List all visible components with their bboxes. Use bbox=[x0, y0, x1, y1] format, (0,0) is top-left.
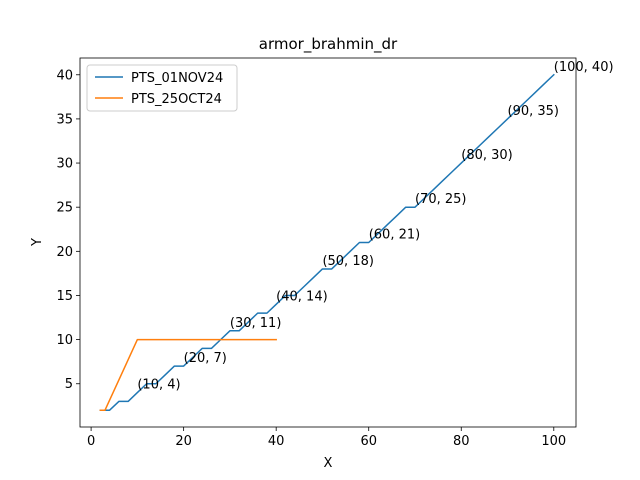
data-label-6: (60, 21) bbox=[369, 228, 421, 243]
data-label-9: (90, 35) bbox=[508, 104, 560, 119]
data-label-7: (70, 25) bbox=[415, 192, 467, 207]
plot-area: (10, 4) (20, 7) (30, 11) (40, 14) (50, 18) (6… bbox=[56, 57, 614, 449]
data-label-5: (50, 18) bbox=[322, 254, 374, 269]
x-axis-label: X bbox=[324, 456, 333, 471]
series-line-1 bbox=[99, 73, 555, 411]
x-tick-label: 100 bbox=[541, 434, 566, 449]
data-label-8: (80, 30) bbox=[461, 148, 513, 163]
chart-title: armor_brahmin_dr bbox=[259, 35, 398, 54]
axes-frame bbox=[79, 57, 577, 428]
y-tick-label: 5 bbox=[65, 377, 73, 392]
data-label-2: (20, 7) bbox=[184, 351, 227, 366]
y-tick-label: 15 bbox=[56, 289, 73, 304]
y-axis-label: Y bbox=[30, 238, 45, 247]
data-label-1: (10, 4) bbox=[137, 378, 180, 393]
x-tick-label: 40 bbox=[268, 434, 285, 449]
x-tick-label: 60 bbox=[360, 434, 377, 449]
legend: PTS_01NOV24 PTS_25OCT24 bbox=[86, 64, 238, 112]
y-tick-label: 40 bbox=[56, 68, 73, 83]
data-label-4: (40, 14) bbox=[276, 289, 328, 304]
y-tick-label: 30 bbox=[56, 157, 73, 172]
data-label-3: (30, 11) bbox=[230, 316, 282, 331]
series-line-2 bbox=[99, 338, 277, 411]
legend-label-1: PTS_01NOV24 bbox=[131, 71, 223, 86]
y-tick-label: 35 bbox=[56, 112, 73, 127]
data-label-10: (100, 40) bbox=[554, 60, 614, 75]
y-tick-label: 20 bbox=[56, 245, 73, 260]
x-tick-label: 80 bbox=[453, 434, 470, 449]
x-tick-label: 0 bbox=[87, 434, 95, 449]
legend-label-2: PTS_25OCT24 bbox=[131, 92, 222, 107]
x-tick-label: 20 bbox=[175, 434, 192, 449]
y-tick-label: 10 bbox=[56, 333, 73, 348]
y-tick-label: 25 bbox=[56, 201, 73, 216]
legend-box bbox=[86, 64, 238, 112]
